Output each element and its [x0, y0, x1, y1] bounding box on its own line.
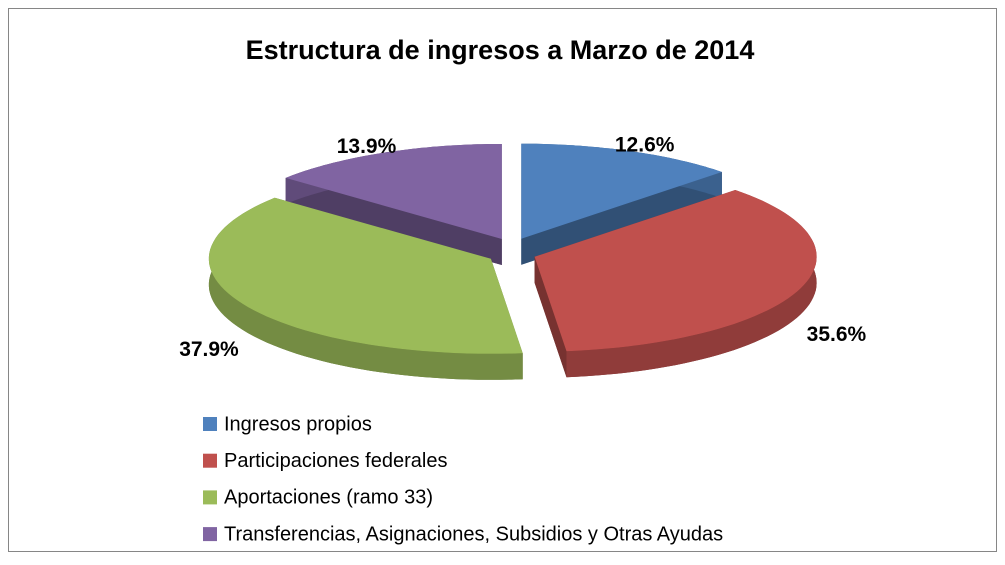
legend-swatch — [203, 527, 217, 542]
legend-label: Aportaciones (ramo 33) — [224, 487, 433, 509]
slice-tops — [208, 143, 817, 354]
slice-wall — [208, 197, 523, 380]
data-label: 13.9% — [337, 135, 397, 158]
slice-cut-side — [534, 256, 567, 378]
legend-label: Participaciones federales — [224, 450, 447, 472]
slice-cut-side — [285, 177, 502, 265]
slice-cut-side — [521, 172, 722, 265]
chart-title: Estructura de ingresos a Marzo de 2014 — [246, 35, 755, 65]
pie-slice — [534, 190, 817, 352]
data-label: 35.6% — [807, 323, 867, 346]
data-label: 12.6% — [615, 133, 675, 156]
pie-slice — [285, 144, 502, 239]
legend-label: Transferencias, Asignaciones, Subsidios … — [224, 523, 723, 545]
slice-wall — [566, 190, 817, 378]
legend-swatch — [203, 453, 217, 468]
legend-label: Ingresos propios — [224, 413, 372, 435]
legend-swatch — [203, 417, 217, 431]
pie-slice — [521, 143, 722, 239]
chart-border — [8, 8, 997, 552]
pie-slice — [208, 197, 523, 354]
data-label: 37.9% — [179, 338, 239, 361]
legend-swatch — [203, 490, 217, 505]
